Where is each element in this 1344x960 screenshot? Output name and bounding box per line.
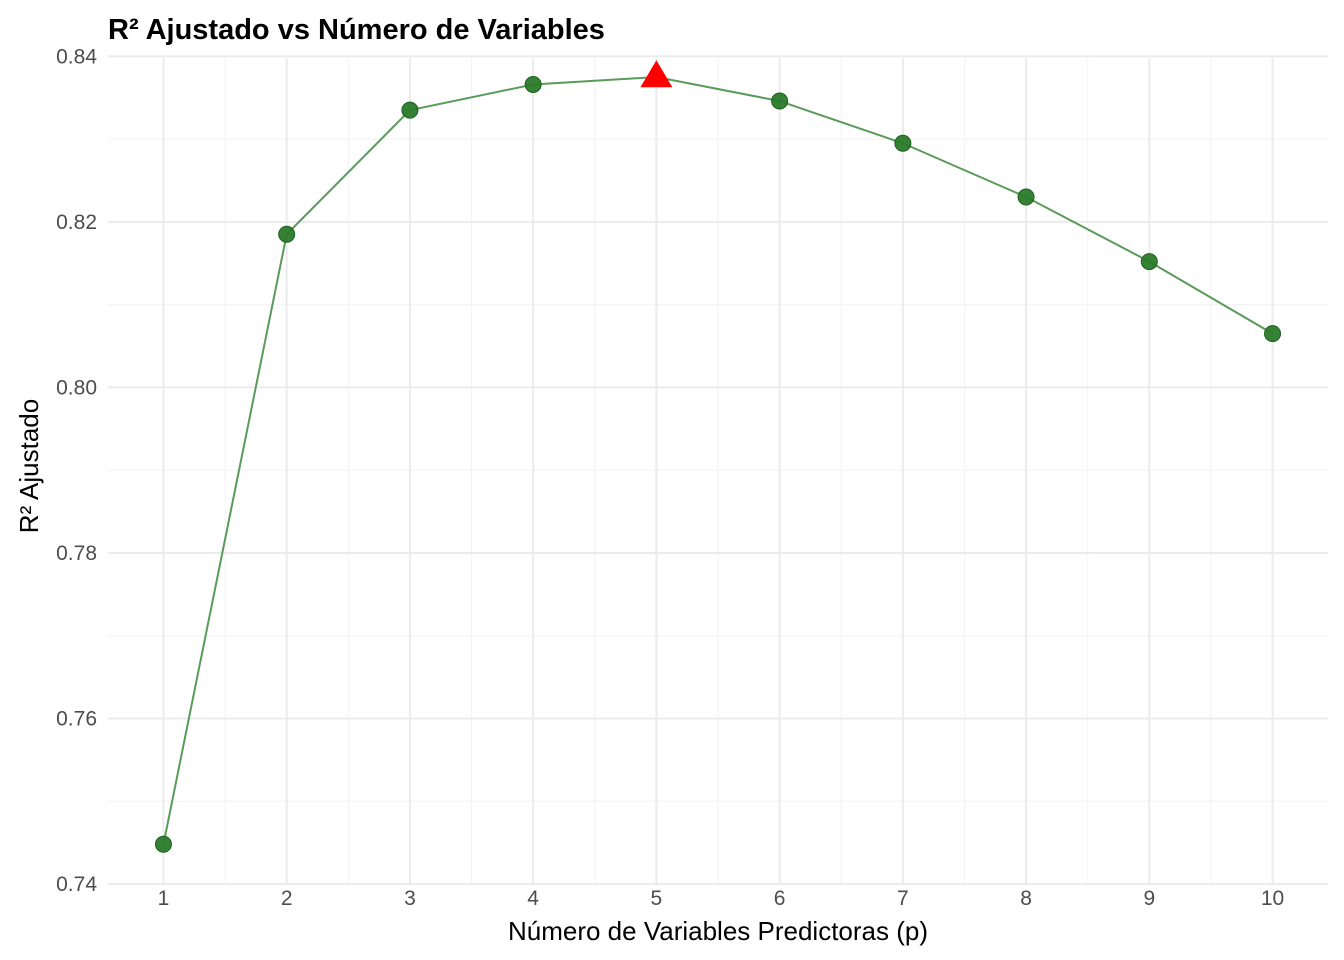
marker-layer — [154, 60, 1282, 853]
x-tick-label: 4 — [527, 887, 539, 910]
y-tick-label: 0.82 — [56, 211, 97, 234]
y-tick-label: 0.78 — [56, 542, 97, 565]
y-tick-label: 0.84 — [56, 45, 97, 68]
y-tick-label: 0.74 — [56, 873, 97, 896]
x-tick-label: 8 — [1020, 887, 1032, 910]
data-point — [1017, 188, 1035, 206]
y-axis-title: R² Ajustado — [14, 399, 44, 533]
x-tick-label: 6 — [774, 887, 786, 910]
x-tick-label: 3 — [404, 887, 416, 910]
x-axis-title: Número de Variables Predictoras (p) — [508, 916, 928, 946]
data-point — [278, 225, 296, 243]
x-tick-label: 2 — [281, 887, 293, 910]
y-tick-label: 0.76 — [56, 707, 97, 730]
max-point-marker — [640, 60, 673, 88]
x-tick-label: 10 — [1261, 887, 1284, 910]
x-tick-label: 7 — [897, 887, 909, 910]
data-point — [524, 75, 542, 93]
x-tick-label: 5 — [651, 887, 663, 910]
data-point — [154, 835, 172, 853]
data-point — [1264, 325, 1282, 343]
x-tick-label: 9 — [1143, 887, 1155, 910]
series-line — [162, 76, 1274, 845]
data-point — [894, 134, 912, 152]
grid-layer — [108, 55, 1328, 885]
chart-title: R² Ajustado vs Número de Variables — [108, 14, 605, 46]
y-tick-label: 0.80 — [56, 376, 97, 399]
data-point — [1140, 253, 1158, 271]
tick-layer: 1 2 3 4 5 6 7 8 9 10 0.74 0.76 0.78 0.80 0.82 0.84 — [56, 45, 1284, 910]
data-point — [771, 92, 789, 110]
series-layer — [162, 76, 1274, 845]
data-point — [401, 101, 419, 119]
x-tick-label: 1 — [158, 887, 170, 910]
